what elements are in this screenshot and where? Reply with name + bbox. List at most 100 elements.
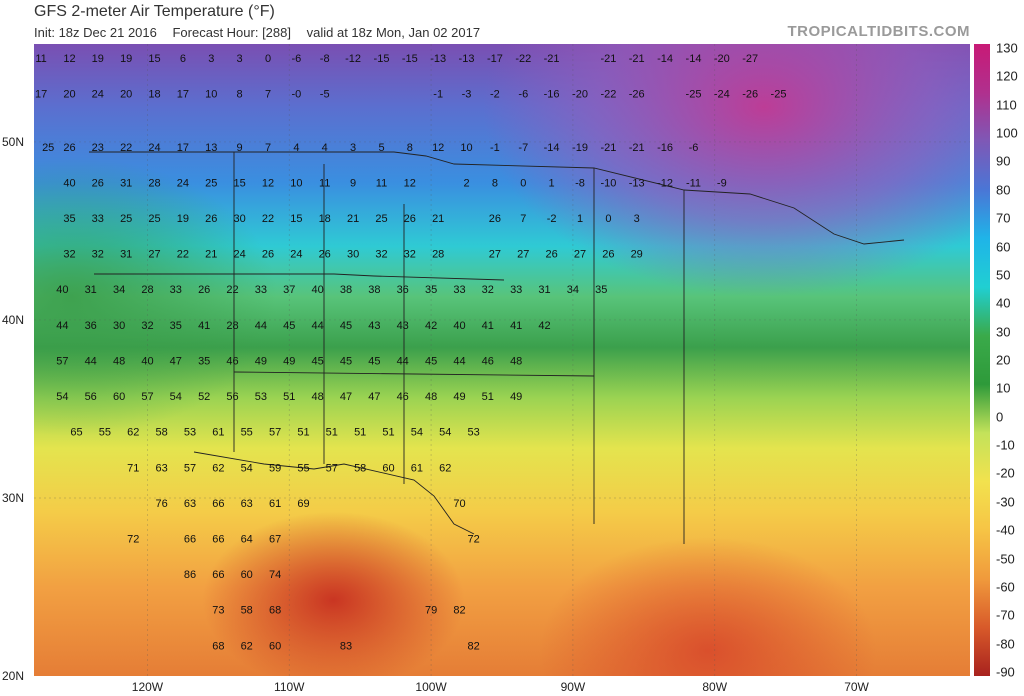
temperature-value: 30 (233, 213, 245, 225)
temperature-value: 32 (141, 320, 153, 332)
temperature-value: 28 (148, 177, 160, 189)
temperature-value: 46 (397, 391, 409, 403)
temperature-value: 54 (170, 391, 182, 403)
temperature-value: 54 (241, 462, 253, 474)
colorbar-tick-label: -50 (996, 551, 1015, 567)
site-credit: TROPICALTIDBITS.COM (787, 23, 970, 40)
temperature-value: 79 (425, 605, 437, 617)
temperature-value: 57 (326, 462, 338, 474)
temperature-value: 28 (141, 284, 153, 296)
init-time: Init: 18z Dec 21 2016 (34, 25, 157, 40)
temperature-value: 5 (378, 142, 384, 154)
temperature-value: 48 (311, 391, 323, 403)
temperature-value: -26 (742, 88, 758, 100)
header-bar: GFS 2-meter Air Temperature (°F) Init: 1… (0, 0, 1024, 44)
map-title: GFS 2-meter Air Temperature (°F) (34, 3, 275, 20)
latitude-label: 40N (2, 312, 25, 327)
temperature-value: 49 (510, 391, 522, 403)
temperature-value: 32 (482, 284, 494, 296)
temperature-value: -13 (459, 53, 475, 65)
temperature-value: 82 (467, 640, 479, 652)
temperature-value: 25 (148, 213, 160, 225)
temperature-value: 19 (120, 53, 132, 65)
temperature-value: 40 (63, 177, 75, 189)
temperature-value: -10 (600, 177, 616, 189)
temperature-value: 73 (212, 605, 224, 617)
temperature-value: 27 (489, 249, 501, 261)
temperature-value: 62 (212, 462, 224, 474)
temperature-value: -15 (374, 53, 390, 65)
temperature-value: -21 (544, 53, 560, 65)
temperature-value: 55 (99, 427, 111, 439)
temperature-value: 17 (35, 88, 47, 100)
colorbar-tick-label: 60 (996, 239, 1011, 255)
temperature-value: 45 (311, 356, 323, 368)
temperature-value: 9 (350, 177, 356, 189)
temperature-value: 29 (631, 249, 643, 261)
latitude-label: 20N (2, 669, 25, 683)
temperature-value: 55 (241, 427, 253, 439)
temperature-value: -2 (490, 88, 500, 100)
temperature-value: 70 (453, 498, 465, 510)
temperature-value: 8 (407, 142, 413, 154)
temperature-value: -15 (402, 53, 418, 65)
colorbar-tick-label: 100 (996, 125, 1018, 141)
temperature-value: -9 (717, 177, 727, 189)
temperature-value: -16 (544, 88, 560, 100)
temperature-value: 47 (170, 356, 182, 368)
temperature-value: 54 (439, 427, 451, 439)
temperature-value: 61 (212, 427, 224, 439)
temperature-value: 0 (605, 213, 611, 225)
temperature-value: -20 (572, 88, 588, 100)
temperature-value: -11 (686, 177, 701, 189)
temperature-value: 32 (92, 249, 104, 261)
temperature-value: 21 (205, 249, 217, 261)
temperature-value: 38 (368, 284, 380, 296)
temperature-value: 34 (113, 284, 125, 296)
temperature-value: 12 (63, 53, 75, 65)
temperature-value: 4 (322, 142, 328, 154)
map-subtitle: Init: 18z Dec 21 2016 Forecast Hour: [28… (34, 25, 492, 40)
temperature-value: 25 (375, 213, 387, 225)
temperature-map: 11 12 19 19 15 6 3 3 0 -6 -8 -12 -15 -15 -13 -13 -17 -22-… (34, 44, 970, 676)
colorbar-tick-label: -20 (996, 465, 1015, 481)
temperature-value: 26 (205, 213, 217, 225)
temperature-value: 3 (208, 53, 214, 65)
temperature-value: 26 (262, 249, 274, 261)
temperature-value: 45 (425, 356, 437, 368)
temperature-value: 34 (567, 284, 579, 296)
temperature-value: 22 (177, 249, 189, 261)
temperature-value: -2 (547, 213, 557, 225)
temperature-value: 33 (510, 284, 522, 296)
colorbar-tick-label: 80 (996, 182, 1011, 198)
temperature-value: 56 (226, 391, 238, 403)
temperature-value: 31 (120, 249, 132, 261)
temperature-value: 21 (432, 213, 444, 225)
forecast-hour: Forecast Hour: [288] (172, 25, 291, 40)
temperature-value: 33 (255, 284, 267, 296)
temperature-value: 41 (482, 320, 494, 332)
temperature-value: 53 (467, 427, 479, 439)
longitude-label: 90W (560, 680, 586, 694)
temperature-value: 60 (269, 640, 281, 652)
temperature-value: 42 (538, 320, 550, 332)
temperature-value: 61 (269, 498, 281, 510)
temperature-value: 26 (92, 177, 104, 189)
temperature-value: 3 (634, 213, 640, 225)
temperature-value: -25 (771, 88, 787, 100)
temperature-value: -21 (629, 53, 645, 65)
temperature-value: 52 (198, 391, 210, 403)
temperature-colorbar (974, 44, 990, 676)
temperature-value: 60 (113, 391, 125, 403)
temperature-value: 40 (141, 356, 153, 368)
temperature-value: 46 (482, 356, 494, 368)
temperature-value: 66 (212, 569, 224, 581)
temperature-value: 3 (350, 142, 356, 154)
grid-lines (34, 44, 970, 676)
temperature-values: 11 12 19 19 15 6 3 3 0 -6 -8 -12 -15 -15 -13 -13 -17 -22-… (35, 53, 787, 652)
temperature-value: 35 (63, 213, 75, 225)
temperature-value: 72 (127, 534, 139, 546)
temperature-value: 31 (538, 284, 550, 296)
temperature-value: -0 (292, 88, 302, 100)
temperature-value: 7 (265, 88, 271, 100)
